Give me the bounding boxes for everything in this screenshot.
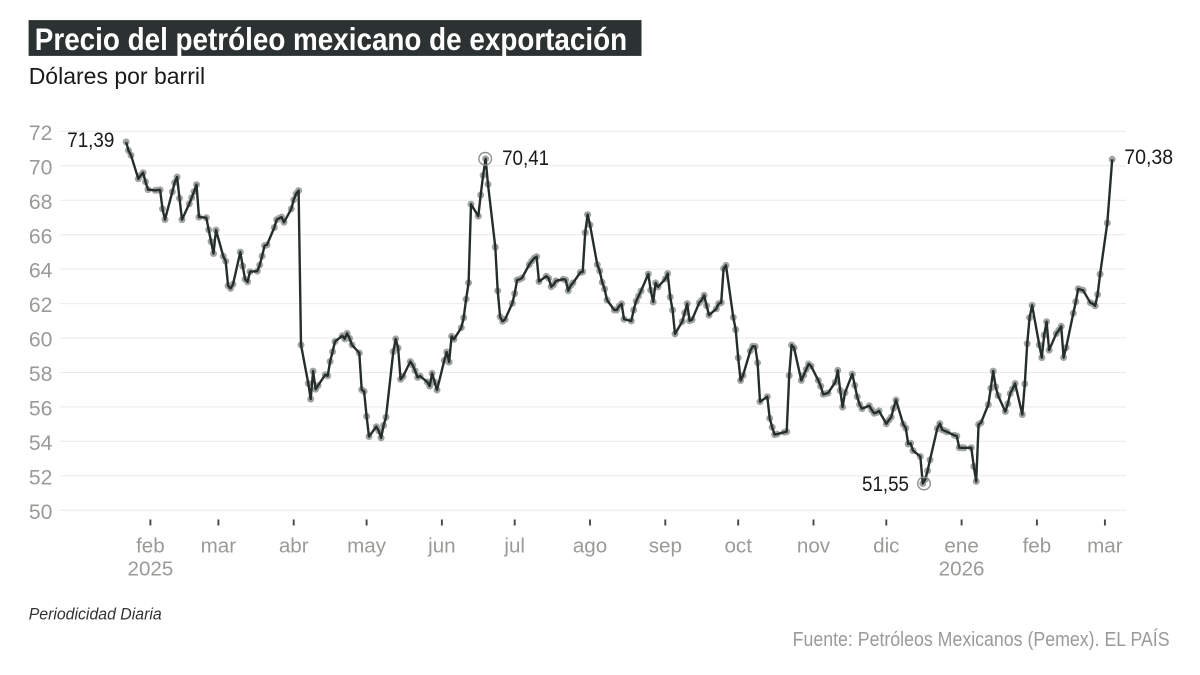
svg-text:66: 66: [29, 225, 53, 248]
svg-text:Periodicidad Diaria: Periodicidad Diaria: [29, 606, 162, 624]
svg-text:2025: 2025: [127, 558, 173, 581]
svg-text:mar: mar: [1087, 535, 1123, 558]
svg-text:54: 54: [29, 432, 53, 455]
svg-text:dic: dic: [873, 535, 899, 558]
svg-text:jul: jul: [503, 535, 525, 558]
svg-text:2026: 2026: [939, 558, 985, 581]
svg-text:56: 56: [29, 398, 53, 421]
svg-text:Fuente: Petróleos Mexicanos (P: Fuente: Petróleos Mexicanos (Pemex). EL …: [793, 628, 1170, 651]
svg-text:ene: ene: [944, 535, 978, 558]
svg-text:jun: jun: [427, 535, 455, 558]
svg-text:68: 68: [29, 191, 53, 214]
svg-text:60: 60: [29, 329, 53, 352]
svg-text:52: 52: [29, 466, 53, 489]
svg-text:70,41: 70,41: [502, 147, 549, 170]
svg-text:abr: abr: [279, 535, 309, 558]
svg-text:70: 70: [29, 156, 53, 179]
svg-text:70,38: 70,38: [1124, 146, 1173, 169]
svg-text:Precio del petróleo mexicano d: Precio del petróleo mexicano de exportac…: [35, 21, 627, 57]
svg-text:feb: feb: [136, 535, 165, 558]
svg-text:ago: ago: [573, 535, 607, 558]
svg-text:nov: nov: [797, 535, 831, 558]
svg-text:may: may: [347, 535, 387, 558]
svg-text:72: 72: [29, 122, 53, 145]
svg-text:50: 50: [29, 501, 53, 524]
svg-text:sep: sep: [649, 535, 682, 558]
svg-text:feb: feb: [1023, 535, 1052, 558]
svg-text:71,39: 71,39: [67, 129, 114, 152]
svg-text:Dólares por barril: Dólares por barril: [29, 63, 205, 89]
svg-text:mar: mar: [201, 535, 237, 558]
svg-text:oct: oct: [724, 535, 752, 558]
svg-text:62: 62: [29, 294, 53, 317]
svg-text:51,55: 51,55: [862, 473, 909, 496]
svg-text:64: 64: [29, 260, 53, 283]
svg-text:58: 58: [29, 363, 53, 386]
